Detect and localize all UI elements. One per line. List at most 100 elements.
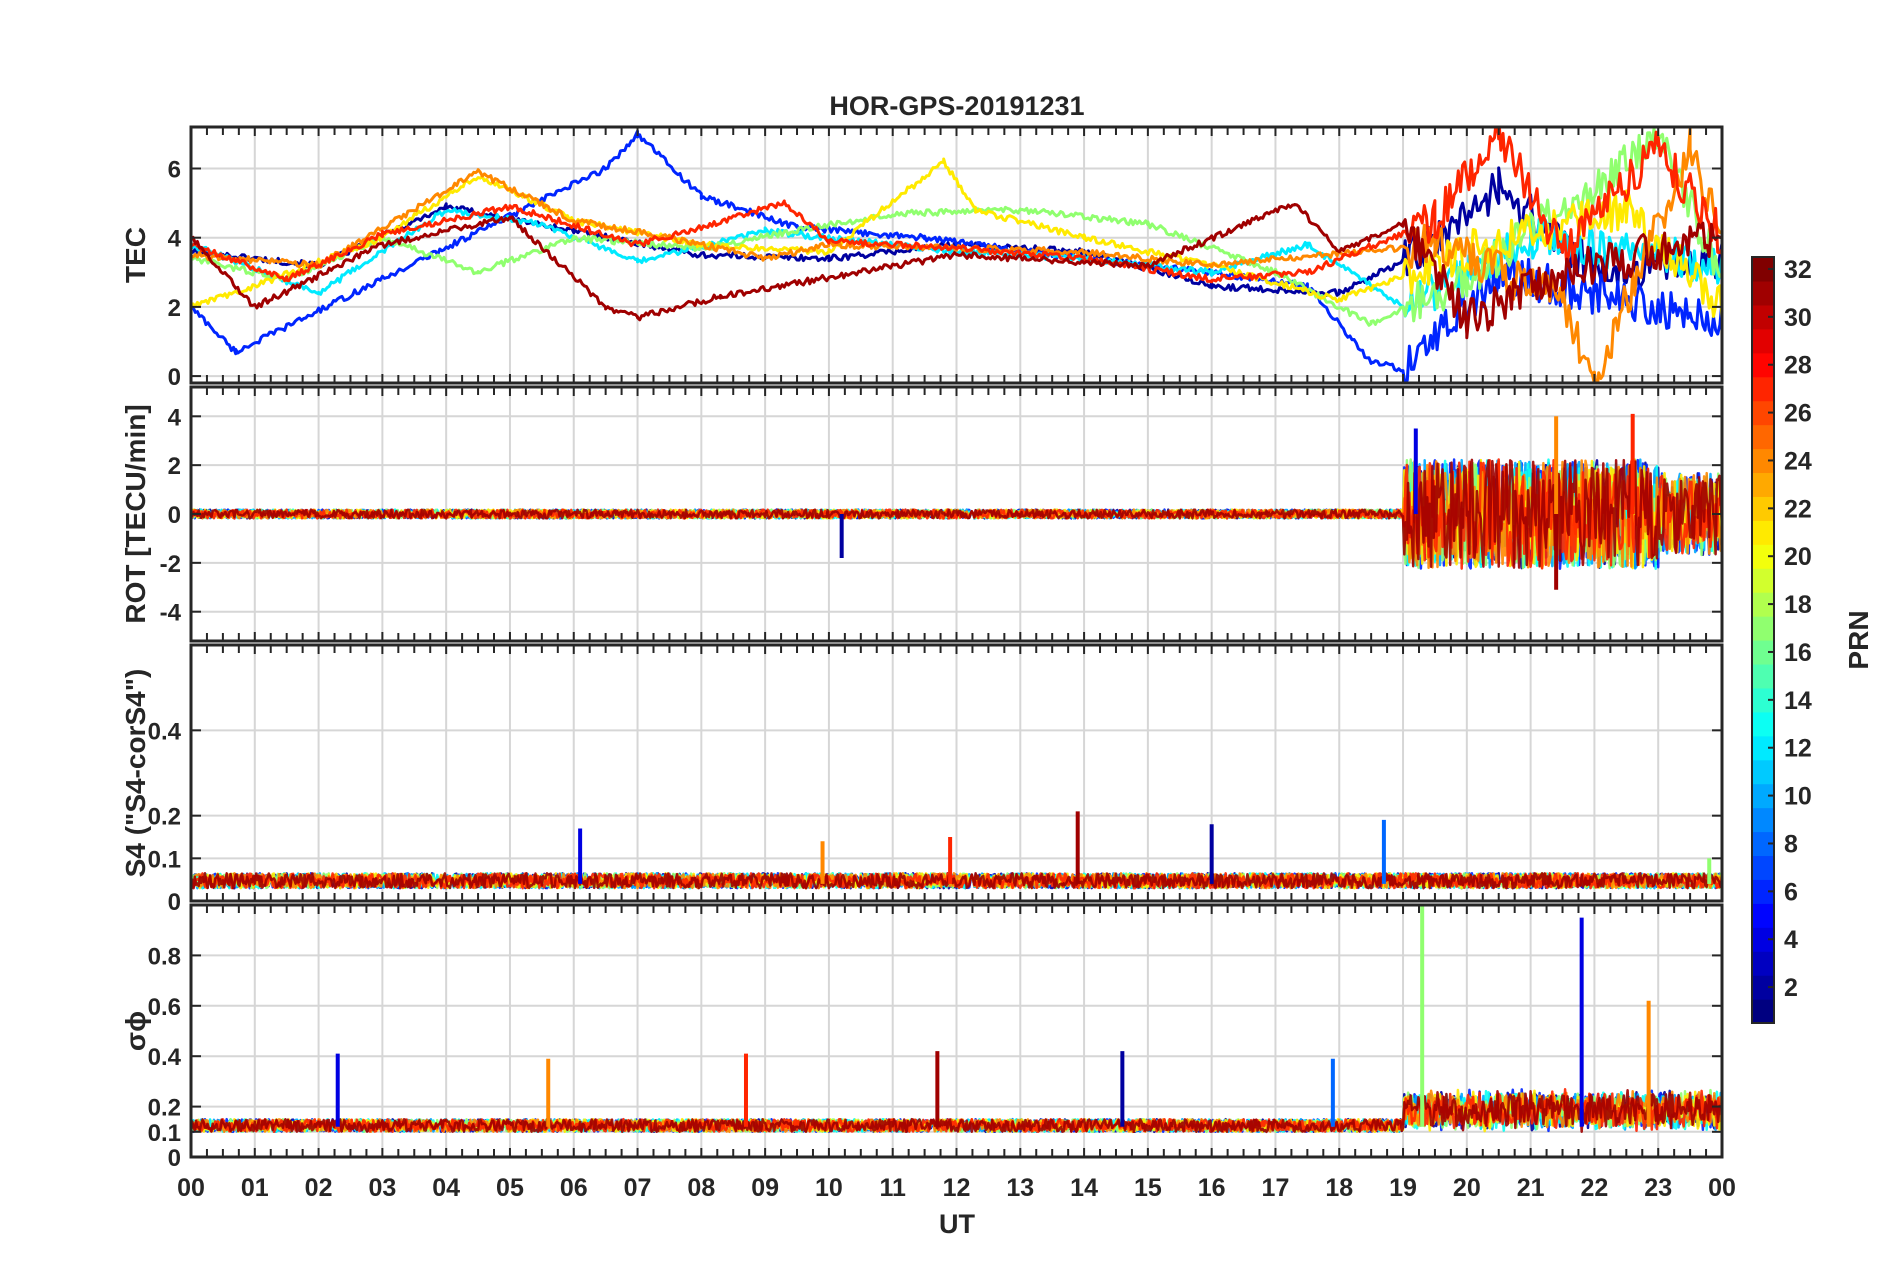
panel-tec-series [191, 127, 1722, 383]
y-axis-label-s4: S4 ("S4-corS4") [120, 669, 151, 878]
colorbar-segment [1752, 472, 1774, 497]
colorbar-tick-label: 6 [1784, 878, 1798, 906]
y-tick-label: 0 [168, 889, 181, 916]
y-tick-label: 0 [168, 1145, 181, 1172]
x-axis-label: UT [939, 1209, 975, 1239]
y-tick-label: 0.1 [148, 1120, 181, 1147]
colorbar-tick-label: 8 [1784, 830, 1798, 858]
y-tick-label: 0.2 [148, 804, 181, 831]
colorbar-segment [1752, 616, 1774, 641]
colorbar-segment [1752, 687, 1774, 713]
x-tick-label: 18 [1325, 1174, 1353, 1202]
x-tick-label: 00 [177, 1174, 205, 1202]
x-tick-label: 04 [432, 1174, 460, 1202]
panel-s4: 0 0.1 0.2 0.4S4 ("S4-corS4") [120, 643, 1724, 916]
colorbar-segment [1752, 520, 1774, 545]
y-tick-label: 2 [168, 453, 181, 480]
panel-rot: -4 -2 0 2 4 ROT [TECU/min] [120, 385, 1724, 643]
y-tick-label: 0.8 [148, 943, 181, 970]
colorbar-segment [1752, 304, 1774, 330]
colorbar-segment [1752, 951, 1774, 976]
colorbar-segment [1752, 496, 1774, 521]
tec-series-line [191, 127, 1722, 284]
tec-series-line [191, 157, 1722, 319]
y-tick-label: -4 [160, 600, 182, 627]
colorbar-tick-label: 24 [1784, 447, 1812, 475]
colorbar-tick-label: 28 [1784, 352, 1812, 380]
colorbar-tick-label: 16 [1784, 639, 1812, 667]
colorbar-tick-label: 18 [1784, 591, 1812, 619]
colorbar-tick-label: 2 [1784, 974, 1798, 1002]
x-axis: 00 01 02 03 04 05 06 07 08 09 10 11 12 13 14 15 16 17 18 19… [177, 1174, 1736, 1202]
colorbar-segment [1752, 280, 1774, 306]
y-tick-label: 6 [168, 157, 181, 184]
y-tick-label: 2 [168, 295, 181, 322]
chart-title: HOR-GPS-20191231 [829, 91, 1084, 121]
panel-tec: 0 2 4 6 TEC [120, 125, 1724, 391]
y-tick-label: 0.6 [148, 994, 181, 1021]
colorbar-tick-label: 22 [1784, 495, 1812, 523]
y-tick-label: 0.1 [148, 846, 181, 873]
x-tick-label: 12 [943, 1174, 971, 1202]
colorbar-segment [1752, 400, 1774, 426]
colorbar-tick-label: 30 [1784, 304, 1812, 332]
colorbar-segment [1752, 568, 1774, 593]
colorbar-segment [1752, 999, 1774, 1024]
y-tick-label: 0.2 [148, 1095, 181, 1122]
x-tick-label: 10 [815, 1174, 843, 1202]
y-tick-label: 0.4 [148, 1044, 182, 1071]
colorbar-segment [1752, 328, 1774, 354]
x-tick-label: 08 [687, 1174, 715, 1202]
colorbar-segment [1752, 352, 1774, 378]
x-tick-label: 14 [1070, 1174, 1098, 1202]
y-axis-label-tec: TEC [120, 227, 151, 283]
y-tick-label: 4 [168, 226, 182, 253]
y-tick-label: -2 [160, 551, 181, 578]
colorbar-segment [1752, 807, 1774, 833]
x-tick-label: 07 [624, 1174, 652, 1202]
y-tick-label: 0 [168, 502, 181, 529]
colorbar-segment [1752, 640, 1774, 665]
s4-series-line [191, 872, 1722, 890]
colorbar-segment [1752, 376, 1774, 402]
colorbar-segment [1752, 783, 1774, 809]
colorbar-segment [1752, 759, 1774, 785]
x-tick-label: 20 [1453, 1174, 1481, 1202]
colorbar-tick-label: 32 [1784, 256, 1812, 284]
panel-rot-series [191, 413, 1722, 590]
colorbar-segment [1752, 735, 1774, 761]
x-tick-label: 02 [305, 1174, 333, 1202]
colorbar-tick-label: 26 [1784, 400, 1812, 428]
colorbar-segment [1752, 544, 1774, 569]
panel-sigma-series [191, 905, 1722, 1134]
colorbar-segment [1752, 879, 1774, 904]
colorbar-segment [1752, 927, 1774, 952]
x-tick-label: 19 [1389, 1174, 1417, 1202]
x-tick-label: 03 [368, 1174, 396, 1202]
sigma-series-line [191, 1088, 1722, 1134]
colorbar-segment [1752, 903, 1774, 928]
x-tick-label: 00 [1708, 1174, 1736, 1202]
y-axis-label-sigma: σϕ [120, 1011, 151, 1051]
colorbar-segment [1752, 855, 1774, 880]
colorbar-tick-label: 12 [1784, 735, 1812, 763]
colorbar-label: PRN [1843, 610, 1874, 669]
y-tick-label: 0.4 [148, 718, 182, 745]
tec-series-line [191, 127, 1722, 327]
colorbar-segment [1752, 831, 1774, 857]
panel-s4-series [191, 811, 1722, 890]
sigma-series-line [191, 1088, 1722, 1134]
y-tick-label: 4 [168, 404, 182, 431]
y-axis-label-rot: ROT [TECU/min] [120, 404, 151, 623]
x-tick-label: 22 [1581, 1174, 1609, 1202]
x-tick-label: 06 [560, 1174, 588, 1202]
x-tick-label: 17 [1262, 1174, 1290, 1202]
colorbar-frame [1751, 256, 1775, 1024]
colorbar-segment [1752, 663, 1774, 689]
colorbar-segment [1752, 257, 1774, 282]
colorbar-segment [1752, 711, 1774, 737]
x-tick-label: 13 [1006, 1174, 1034, 1202]
colorbar-tick-label: 14 [1784, 687, 1812, 715]
x-tick-label: 21 [1517, 1174, 1545, 1202]
